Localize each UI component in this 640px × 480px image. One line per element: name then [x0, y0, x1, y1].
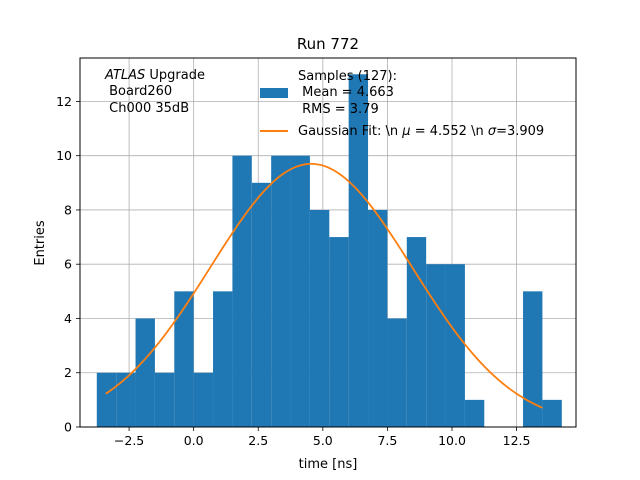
histogram-bar: [154, 372, 175, 427]
histogram-bar: [96, 372, 117, 427]
y-tick-label: 8: [64, 202, 72, 217]
annotation-line-1: ATLAS Upgrade: [104, 68, 205, 83]
y-axis-label: Entries: [33, 220, 48, 266]
histogram-bar: [348, 74, 369, 427]
annotation-line-3: Ch000 35dB: [105, 101, 189, 116]
legend-fit-sigma: σ: [488, 124, 497, 139]
legend-fit-mu: μ: [401, 124, 410, 139]
histogram-bar: [213, 291, 233, 427]
histogram-bar: [464, 399, 485, 427]
histogram-bars: [96, 74, 562, 428]
y-tick-label: 4: [64, 311, 72, 326]
gaussian-fit-curve: [105, 162, 543, 409]
legend-hist-swatch: [260, 88, 288, 98]
histogram-bar: [329, 237, 349, 427]
x-tick-label: 10.0: [438, 433, 466, 448]
x-tick-label: 0.0: [184, 433, 204, 448]
axes-frame: [79, 57, 577, 428]
atlas-annotation: ATLAS Upgrade Board260 Ch000 35dB: [104, 68, 205, 116]
histogram-bar: [290, 155, 310, 428]
histogram-bar: [174, 291, 194, 427]
histogram-bar: [116, 372, 136, 427]
legend-fit-prefix: Gaussian Fit: \n: [298, 124, 402, 139]
y-tick-label: 10: [56, 148, 72, 163]
y-axis-ticks: 0 2 4 6 8 10 12: [56, 94, 80, 435]
legend-fit-label: Gaussian Fit: \n μ = 4.552 \n σ=3.909: [298, 124, 544, 139]
histogram-bar: [387, 318, 407, 427]
x-tick-label: 7.5: [377, 433, 397, 448]
histogram-bar: [368, 209, 388, 427]
legend: Samples (127): Mean = 4.663 RMS = 3.79 G…: [260, 69, 544, 139]
annotation-line-2: Board260: [105, 84, 172, 99]
x-tick-label: 5.0: [313, 433, 333, 448]
annotation-atlas: ATLAS: [104, 68, 145, 83]
histogram-bar: [523, 291, 543, 427]
x-tick-label: −2.5: [114, 433, 144, 448]
x-axis-ticks: −2.5 0.0 2.5 5.0 7.5 10.0 12.5: [114, 427, 531, 448]
histogram-bar: [542, 399, 562, 427]
histogram-bar: [135, 318, 155, 427]
legend-hist-line-1: Samples (127):: [298, 69, 397, 84]
legend-hist-line-3: RMS = 3.79: [298, 102, 379, 117]
legend-fit-suffix: =3.909: [496, 124, 544, 139]
histogram-bar: [193, 372, 214, 427]
x-tick-label: 12.5: [503, 433, 531, 448]
x-tick-label: 2.5: [248, 433, 268, 448]
y-tick-label: 2: [64, 365, 72, 380]
histogram-bar: [426, 264, 446, 427]
x-axis-label: time [ns]: [299, 457, 358, 472]
histogram-bar: [271, 155, 291, 428]
legend-hist-line-2: Mean = 4.663: [298, 85, 394, 100]
legend-fit-mid: = 4.552 \n: [411, 124, 488, 139]
histogram-bar: [309, 209, 330, 427]
histogram-bar: [406, 237, 427, 427]
chart-title: Run 772: [297, 35, 359, 53]
histogram-bar: [445, 264, 465, 427]
y-tick-label: 0: [64, 420, 72, 435]
gaussian-fit: [105, 162, 543, 409]
annotation-upgrade: Upgrade: [145, 68, 205, 83]
histogram-bar: [232, 155, 252, 428]
y-tick-label: 12: [56, 94, 72, 109]
y-tick-label: 6: [64, 257, 72, 272]
histogram-bar: [251, 182, 272, 427]
